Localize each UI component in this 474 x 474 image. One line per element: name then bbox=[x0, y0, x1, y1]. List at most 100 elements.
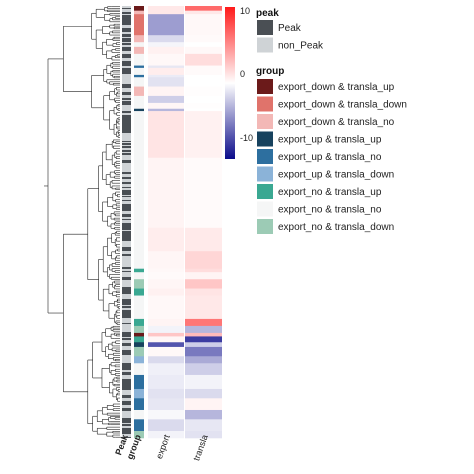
legend-swatch bbox=[257, 149, 273, 164]
peak-annotation-cell bbox=[122, 421, 131, 423]
peak-annotation-cell bbox=[122, 269, 131, 271]
peak-annotation-cell bbox=[122, 6, 131, 8]
peak-annotation-cell bbox=[122, 196, 131, 197]
peak-annotation-cell bbox=[122, 408, 131, 411]
peak-annotation-cell bbox=[122, 188, 131, 190]
peak-annotation-cell bbox=[122, 55, 131, 57]
heatmap-cell-export bbox=[148, 251, 184, 269]
group-annotation-cell bbox=[134, 14, 144, 36]
peak-annotation-cell bbox=[122, 142, 131, 143]
peak-annotation-cell bbox=[122, 110, 131, 111]
heatmap-cell-export bbox=[148, 356, 184, 364]
scale-tick-max: 10 bbox=[240, 6, 250, 16]
peak-annotation-cell bbox=[122, 313, 131, 315]
peak-annotation-cell bbox=[122, 312, 131, 313]
heatmap-cell-export bbox=[148, 388, 184, 399]
peak-annotation-cell bbox=[122, 310, 131, 312]
heatmap-cell-export bbox=[148, 86, 184, 97]
peak-annotation-cell bbox=[122, 170, 131, 172]
peak-annotation-cell bbox=[122, 126, 131, 127]
peak-annotation-cell bbox=[122, 81, 131, 84]
peak-annotation-cell bbox=[122, 57, 131, 58]
group-annotation-cell bbox=[134, 86, 144, 97]
peak-annotation-cell bbox=[122, 293, 131, 294]
peak-annotation-cell bbox=[122, 51, 131, 54]
peak-annotation-cell bbox=[122, 416, 131, 418]
heatmap-cell-transla bbox=[185, 374, 222, 390]
group-annotation-cell bbox=[134, 430, 144, 439]
peak-annotation-cell bbox=[122, 370, 131, 372]
legend-swatch bbox=[257, 166, 273, 182]
peak-annotation-cell bbox=[122, 88, 131, 91]
peak-annotation-cell bbox=[122, 418, 131, 419]
peak-annotation-cell bbox=[122, 379, 131, 380]
heatmap-cell-transla bbox=[185, 65, 222, 69]
group-annotation-cell bbox=[134, 227, 144, 252]
peak-annotation-cell bbox=[122, 122, 131, 123]
peak-annotation-cell bbox=[122, 323, 131, 324]
peak-annotation-cell bbox=[122, 45, 131, 46]
peak-annotation-cell bbox=[122, 209, 131, 211]
peak-annotation-cell bbox=[122, 285, 131, 287]
heatmap-cell-export bbox=[148, 227, 184, 252]
peak-annotation-cell bbox=[122, 306, 131, 308]
peak-annotation-cell bbox=[122, 200, 131, 201]
peak-annotation-cell bbox=[122, 375, 131, 378]
group-annotation-cell bbox=[134, 65, 144, 69]
peak-annotation-cell bbox=[122, 365, 131, 368]
group-annotation-cell bbox=[134, 251, 144, 269]
heatmap-cell-export bbox=[148, 95, 184, 104]
peak-annotation-cell bbox=[122, 292, 131, 293]
heatmap-cell-export bbox=[148, 325, 184, 334]
heatmap-cell-transla bbox=[185, 14, 222, 36]
peak-annotation-cell bbox=[122, 401, 131, 404]
legend-label: export_down & transla_up bbox=[278, 82, 395, 93]
legend-swatch bbox=[257, 114, 273, 129]
peak-annotation-cell bbox=[122, 426, 131, 427]
peak-annotation-cell bbox=[122, 294, 131, 296]
peak-annotation-cell bbox=[122, 340, 131, 343]
legend-swatch bbox=[257, 20, 273, 35]
peak-annotation-cell bbox=[122, 174, 131, 177]
legend-label: export_no & transla_up bbox=[278, 187, 382, 198]
peak-annotation-cell bbox=[122, 146, 131, 148]
heatmap-cell-transla bbox=[185, 157, 222, 229]
peak-annotation-cell bbox=[122, 226, 131, 228]
peak-annotation-cell bbox=[122, 282, 131, 285]
peak-annotation-cell bbox=[122, 68, 131, 70]
heatmap-cell-transla bbox=[185, 398, 222, 411]
group-annotation-cell bbox=[134, 67, 144, 76]
peak-annotation-cell bbox=[122, 70, 131, 71]
peak-annotation-cell bbox=[122, 251, 131, 252]
peak-annotation-cell bbox=[122, 434, 131, 437]
heatmap-cell-transla bbox=[185, 388, 222, 399]
peak-annotation-cell bbox=[122, 11, 131, 12]
peak-annotation-cell bbox=[122, 335, 131, 337]
group-annotation-cell bbox=[134, 108, 144, 112]
peak-annotation-cell bbox=[122, 168, 131, 170]
peak-annotation-cell bbox=[122, 219, 131, 220]
group-annotation-cell bbox=[134, 268, 144, 273]
legend-label: Peak bbox=[278, 23, 302, 34]
legend-label: export_down & transla_no bbox=[278, 117, 395, 128]
peak-annotation-cell bbox=[122, 433, 131, 434]
peak-annotation-cell bbox=[122, 289, 131, 292]
peak-annotation-cell bbox=[122, 143, 131, 144]
peak-annotation-cell bbox=[122, 84, 131, 86]
group-annotation-cell bbox=[134, 332, 144, 337]
peak-annotation-cell bbox=[122, 241, 131, 242]
peak-annotation-cell bbox=[122, 145, 131, 146]
peak-annotation-cell bbox=[122, 141, 131, 142]
peak-annotation-cell bbox=[122, 223, 131, 226]
peak-annotation-cell bbox=[122, 352, 131, 353]
peak-annotation-cell bbox=[122, 372, 131, 373]
heatmap-cell-transla bbox=[185, 288, 222, 296]
group-annotation-cell bbox=[134, 346, 144, 357]
peak-annotation-cell bbox=[122, 221, 131, 223]
group-annotation-cell bbox=[134, 77, 144, 87]
peak-annotation-cell bbox=[122, 385, 131, 386]
peak-annotation-cell bbox=[122, 108, 131, 110]
heatmap-cell-transla bbox=[185, 108, 222, 112]
heatmap-cell-export bbox=[148, 111, 184, 159]
group-annotation-cell bbox=[134, 95, 144, 104]
